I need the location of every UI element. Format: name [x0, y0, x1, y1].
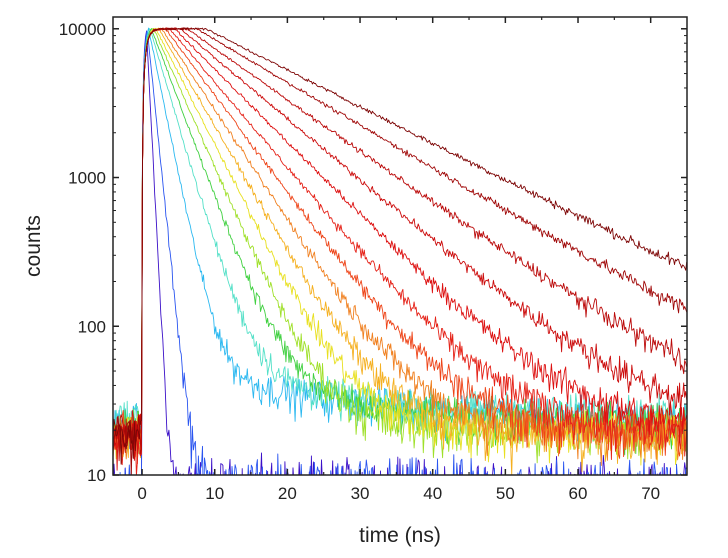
x-tick-label: 40 — [423, 484, 442, 503]
x-axis-ticks: 0 10 20 30 40 50 60 70 — [137, 17, 660, 503]
series-line-decay-12 — [113, 27, 687, 471]
x-tick-label: 20 — [278, 484, 297, 503]
series-line-decay-14 — [113, 27, 687, 462]
series-line-decay-15 — [113, 27, 687, 475]
x-tick-label: 50 — [496, 484, 515, 503]
x-tick-label: 30 — [351, 484, 370, 503]
y-axis-title: counts — [22, 215, 45, 277]
x-tick-label: 10 — [205, 484, 224, 503]
x-tick-label: 60 — [569, 484, 588, 503]
y-axis-ticks: 10 100 1000 10000 — [59, 20, 687, 485]
y-tick-label: 10000 — [59, 20, 106, 39]
plot-frame — [112, 16, 688, 476]
series-line-decay-1 — [113, 30, 687, 475]
series-line-decay-13 — [113, 27, 687, 461]
x-axis-title: time (ns) — [359, 524, 441, 547]
series-line-decay-16 — [113, 27, 687, 465]
x-tick-label: 0 — [137, 484, 146, 503]
series-line-decay-11 — [113, 27, 687, 475]
y-tick-label: 10 — [87, 466, 106, 485]
series-line-decay-7 — [113, 27, 687, 466]
series-group — [113, 27, 687, 475]
y-tick-label: 1000 — [68, 169, 106, 188]
y-tick-label: 100 — [78, 317, 106, 336]
series-line-decay-10 — [113, 27, 687, 465]
x-tick-label: 70 — [641, 484, 660, 503]
